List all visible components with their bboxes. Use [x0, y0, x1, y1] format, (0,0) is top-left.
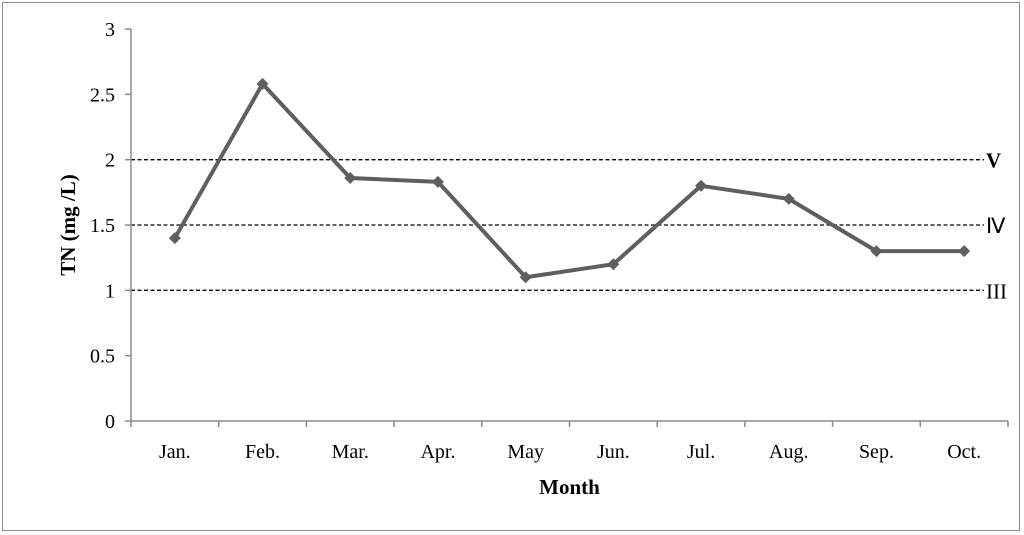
data-point-marker: [431, 175, 444, 188]
data-point-marker: [519, 271, 532, 284]
y-tick-label: 2.5: [90, 84, 115, 106]
data-point-marker: [958, 245, 971, 258]
y-tick-label: 0: [105, 411, 115, 433]
x-tick-label: Oct.: [947, 441, 981, 463]
y-axis-title: TN (mg /L): [56, 174, 80, 276]
data-point-marker: [344, 171, 357, 184]
x-tick-label: Feb.: [245, 441, 280, 463]
series-group: [168, 77, 971, 284]
x-axis-title: Month: [539, 475, 600, 499]
y-tick-label: 0.5: [90, 346, 115, 368]
reference-line-label: V: [986, 149, 1001, 173]
y-tick-label: 1.5: [90, 215, 115, 237]
reference-line-label: III: [986, 279, 1007, 303]
data-point-marker: [870, 245, 883, 258]
y-tick-label: 2: [105, 150, 115, 172]
data-point-marker: [782, 192, 795, 205]
x-tick-label: Jan.: [159, 441, 191, 463]
data-point-marker: [256, 77, 269, 90]
y-axis-ticks: 0 0.5 1 1.5 2 2.5 3: [90, 19, 131, 433]
x-tick-label: May: [507, 441, 544, 463]
x-tick-label: Sep.: [859, 441, 894, 463]
data-point-marker: [695, 179, 708, 192]
reference-line-label: Ⅳ: [986, 214, 1006, 238]
reference-lines: V Ⅳ III: [131, 149, 1007, 303]
x-tick-label: Mar.: [332, 441, 369, 463]
y-tick-label: 1: [105, 280, 115, 302]
x-tick-label: Apr.: [420, 441, 455, 463]
data-point-marker: [168, 232, 181, 245]
x-tick-label: Jun.: [597, 441, 630, 463]
data-point-marker: [607, 258, 620, 271]
series-line: [173, 81, 965, 280]
x-tick-label: Jul.: [687, 441, 715, 463]
x-axis-ticks: Jan. Feb. Mar. Apr. May Jun. Jul. Aug. Sep. Oct.: [130, 421, 1009, 463]
x-tick-label: Aug.: [769, 441, 808, 463]
y-tick-label: 3: [105, 19, 115, 41]
